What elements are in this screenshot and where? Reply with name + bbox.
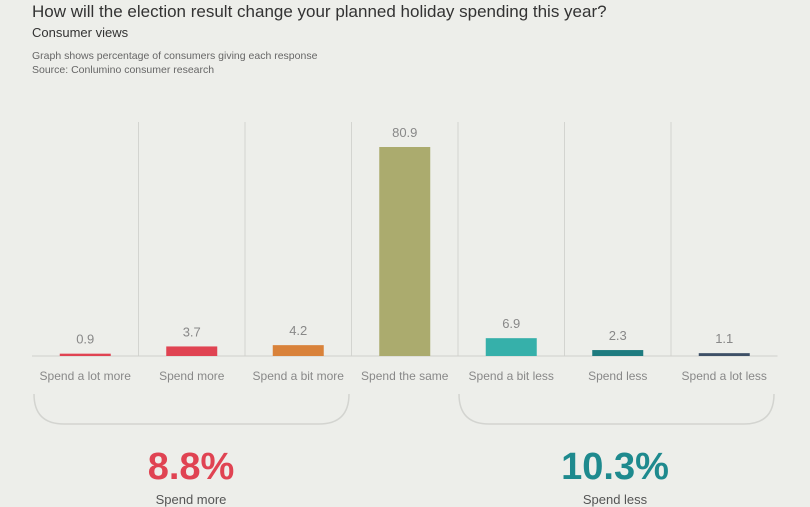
data-label: 4.2 bbox=[289, 323, 307, 338]
spend-less-bracket bbox=[458, 393, 775, 425]
data-label: 0.9 bbox=[76, 332, 94, 347]
bar bbox=[59, 353, 111, 356]
bar bbox=[166, 346, 218, 356]
x-tick-label: Spend a bit more bbox=[253, 369, 345, 383]
bar bbox=[272, 345, 324, 356]
data-label: 2.3 bbox=[609, 328, 627, 343]
bar bbox=[592, 350, 644, 356]
chart-subtitle: Consumer views bbox=[32, 25, 129, 40]
data-label: 80.9 bbox=[392, 125, 417, 140]
spend-more-total: 8.8% bbox=[147, 446, 235, 488]
chart-note: Graph shows percentage of consumers givi… bbox=[32, 50, 318, 62]
x-tick-label: Spend the same bbox=[361, 369, 449, 383]
chart-title: How will the election result change your… bbox=[32, 2, 607, 21]
bar bbox=[379, 147, 431, 356]
bar bbox=[698, 353, 750, 356]
x-tick-label: Spend more bbox=[159, 369, 225, 383]
spend-less-total: 10.3% bbox=[561, 446, 669, 488]
data-label: 1.1 bbox=[715, 331, 733, 346]
x-tick-label: Spend a lot more bbox=[40, 369, 132, 383]
x-tick-label: Spend a bit less bbox=[469, 369, 554, 383]
data-label: 3.7 bbox=[183, 324, 201, 339]
bar bbox=[485, 338, 537, 356]
spend-more-bracket bbox=[33, 393, 350, 425]
chart-source: Source: Conlumino consumer research bbox=[32, 64, 215, 76]
x-tick-label: Spend a lot less bbox=[682, 369, 767, 383]
x-tick-label: Spend less bbox=[588, 369, 647, 383]
data-label: 6.9 bbox=[502, 316, 520, 331]
